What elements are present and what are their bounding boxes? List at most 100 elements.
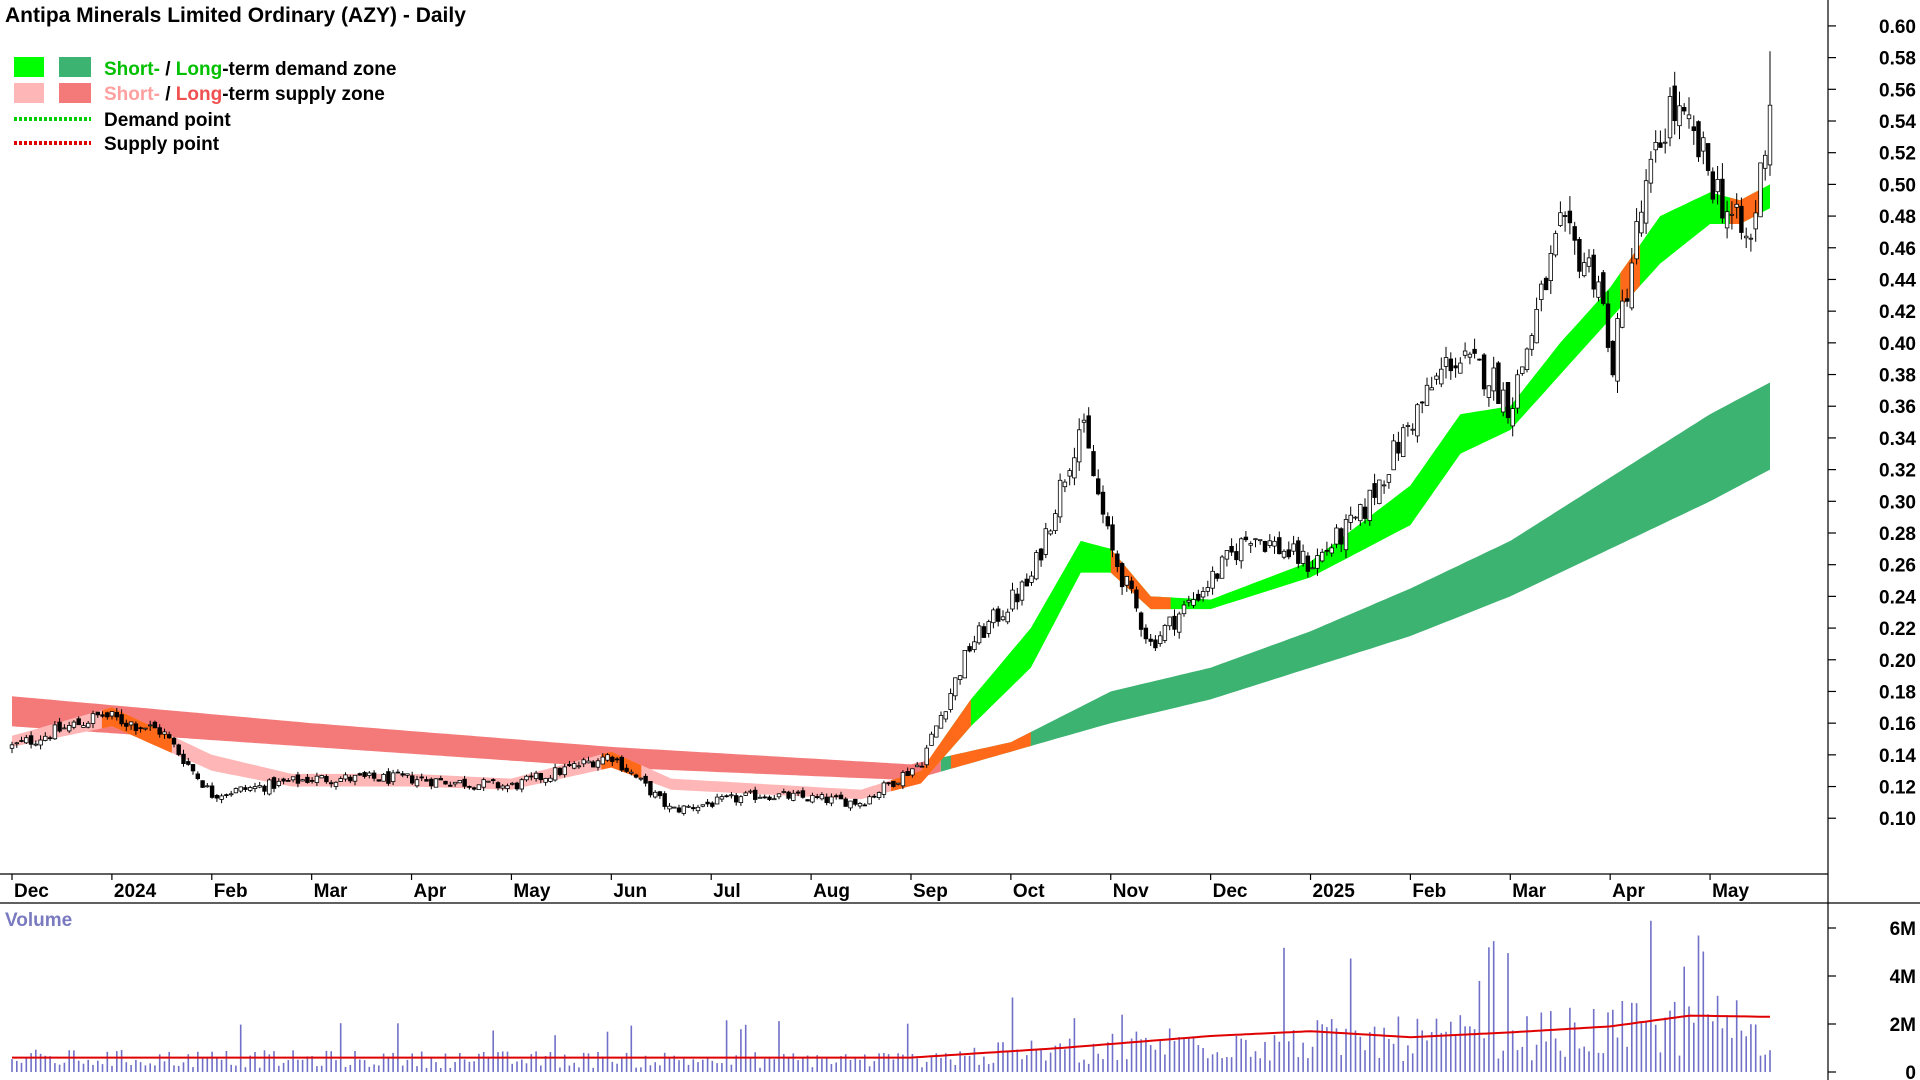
candle-body — [1081, 419, 1087, 423]
candle-body — [409, 775, 415, 784]
candle-body — [1434, 375, 1439, 380]
y-tick-label: 0.18 — [1879, 682, 1916, 703]
candle-body — [795, 791, 801, 794]
candle-body — [972, 641, 977, 650]
candle-body — [753, 789, 758, 800]
candle-body — [848, 800, 853, 809]
candle-body — [1320, 551, 1325, 562]
candle-body — [1286, 549, 1291, 558]
candle-body — [71, 721, 77, 728]
legend-swatch-short-supply — [14, 83, 44, 103]
candle-body — [438, 778, 443, 781]
candle-body — [1753, 212, 1758, 230]
candle-body — [147, 724, 153, 727]
candle-body — [1215, 573, 1220, 579]
candle-body — [1086, 415, 1091, 449]
candle-body — [1372, 483, 1377, 498]
candle-body — [829, 796, 834, 804]
x-tick-label: May — [513, 881, 550, 902]
candle-body — [1196, 593, 1201, 601]
candle-body — [1586, 257, 1592, 267]
candle-body — [962, 650, 967, 679]
candle-body — [390, 772, 396, 783]
candle-body — [1324, 549, 1330, 552]
y-tick-label: 0.40 — [1879, 334, 1916, 355]
candle-body — [1162, 625, 1168, 641]
candle-body — [1572, 226, 1577, 241]
long-term-supply-zone — [12, 696, 941, 781]
candle-body — [948, 693, 953, 711]
volume-moving-average — [12, 1014, 1771, 1059]
candle-body — [252, 786, 258, 789]
candle-body — [1186, 600, 1191, 603]
candle-body — [486, 780, 491, 783]
candle-body — [1057, 479, 1063, 518]
candle-body — [519, 779, 524, 790]
candle-body — [1596, 281, 1601, 298]
candle-body — [900, 772, 906, 787]
candle-body — [824, 796, 829, 803]
candle-body — [600, 756, 605, 765]
candle-body — [1744, 235, 1749, 239]
candle-body — [1396, 441, 1401, 454]
y-tick-label: 0.56 — [1879, 80, 1916, 101]
candle-body — [881, 782, 887, 795]
candle-body — [200, 780, 205, 788]
candle-body — [953, 677, 958, 697]
candle-body — [238, 786, 243, 792]
candle-body — [552, 767, 558, 781]
candle-body — [371, 772, 377, 779]
candle-body — [1739, 205, 1744, 233]
candle-body — [33, 743, 38, 746]
candle-body — [1415, 404, 1420, 437]
candle-body — [681, 805, 686, 814]
candle-body — [400, 773, 405, 776]
candle-body — [1624, 298, 1630, 302]
candle-body — [1458, 362, 1463, 374]
candle-body — [1405, 425, 1411, 427]
candle-body — [228, 793, 234, 796]
candle-body — [1281, 550, 1287, 558]
candle-body — [257, 785, 262, 788]
candle-body — [1548, 252, 1553, 281]
candle-body — [1158, 635, 1163, 644]
candle-body — [190, 764, 196, 772]
candle-body — [1639, 211, 1644, 234]
candle-body — [714, 796, 720, 805]
candle-body — [247, 787, 253, 791]
candle-body — [1710, 171, 1715, 200]
candle-body — [176, 744, 181, 755]
candle-body — [1515, 374, 1520, 409]
candle-body — [938, 715, 944, 729]
candle-body — [686, 805, 691, 808]
candle-body — [490, 779, 496, 781]
candle-body — [1219, 556, 1225, 579]
candle-body — [9, 744, 15, 749]
candle-body — [757, 796, 763, 799]
x-tick-label: 2025 — [1313, 881, 1356, 902]
candle-body — [1300, 550, 1306, 564]
candle-body — [986, 621, 991, 634]
candle-body — [748, 790, 753, 793]
candle-body — [352, 774, 358, 782]
candle-body — [1358, 504, 1363, 522]
volume-layer — [11, 920, 1771, 1072]
x-tick-label: Apr — [1612, 881, 1645, 902]
candle-body — [895, 782, 901, 785]
candle-body — [586, 760, 591, 764]
candle-body — [1553, 233, 1558, 256]
candle-body — [957, 675, 963, 681]
candle-body — [1758, 162, 1763, 218]
y-tick-label: 0.50 — [1879, 175, 1916, 196]
y-tick-label: 0.48 — [1879, 207, 1916, 228]
candle-body — [1315, 555, 1320, 569]
y-tick-label: 0.30 — [1879, 492, 1916, 513]
candle-body — [743, 792, 748, 796]
x-axis-ticks: Dec 2024 Feb Mar Apr May Jun Jul Aug Sep Oct Nov Dec… — [11, 874, 1749, 902]
candle-body — [24, 737, 29, 744]
candle-body — [276, 780, 281, 786]
candle-body — [143, 727, 148, 730]
candle-body — [1724, 211, 1730, 229]
y-tick-label: 0.52 — [1879, 144, 1916, 165]
candle-body — [648, 781, 653, 796]
